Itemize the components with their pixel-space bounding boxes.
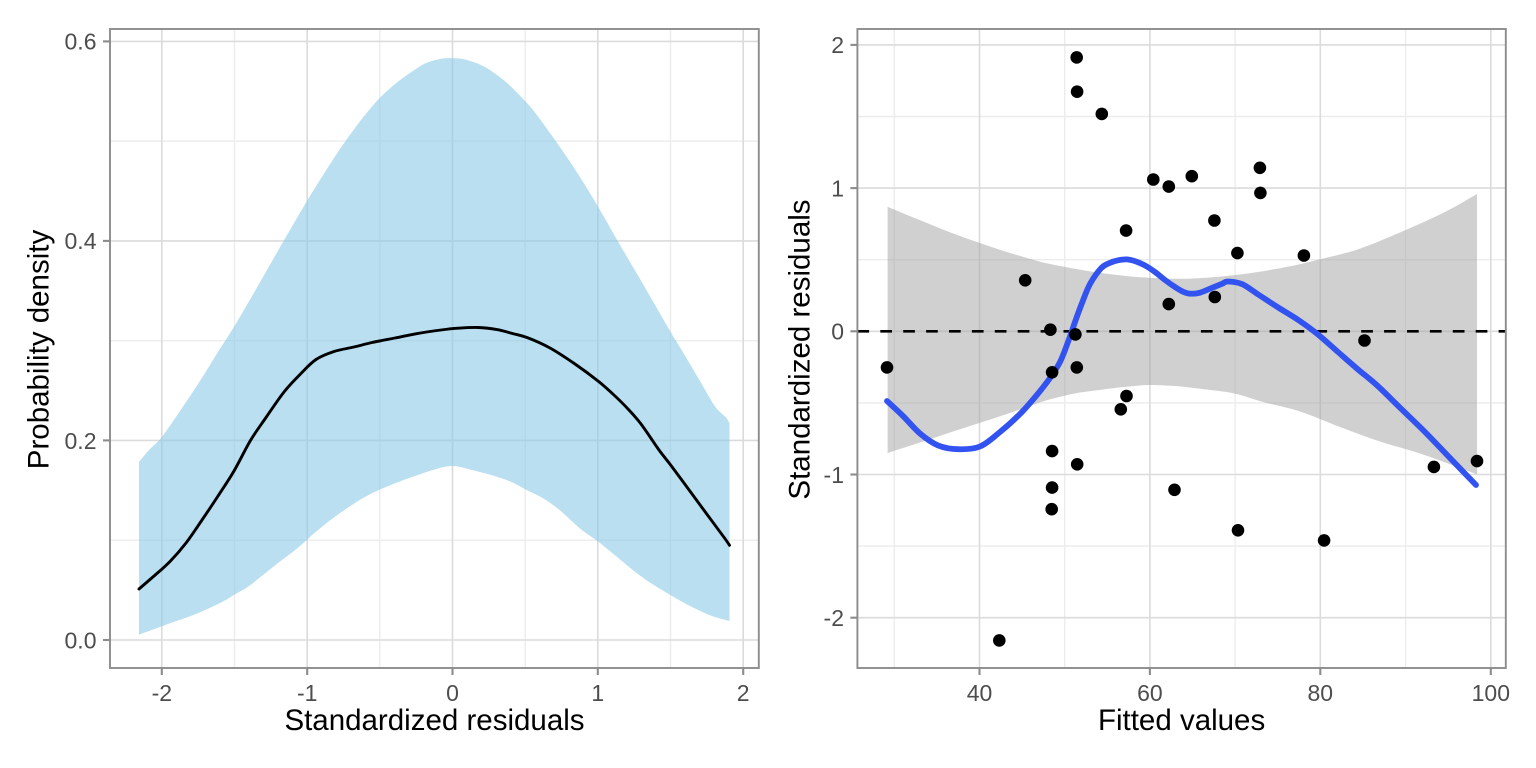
svg-text:0.0: 0.0 xyxy=(65,627,97,653)
svg-text:-1: -1 xyxy=(824,462,844,488)
svg-text:-1: -1 xyxy=(297,680,317,706)
svg-text:2: 2 xyxy=(737,680,750,706)
svg-text:100: 100 xyxy=(1472,680,1510,706)
svg-text:0: 0 xyxy=(831,319,844,345)
svg-text:Standardized residuals: Standardized residuals xyxy=(284,704,584,737)
svg-text:1: 1 xyxy=(831,175,844,201)
svg-text:0.2: 0.2 xyxy=(65,428,97,454)
svg-text:2: 2 xyxy=(831,32,844,58)
svg-text:Standardized residuals: Standardized residuals xyxy=(784,199,817,499)
svg-text:80: 80 xyxy=(1308,680,1334,706)
svg-text:-2: -2 xyxy=(152,680,172,706)
svg-text:Fitted values: Fitted values xyxy=(1098,704,1265,737)
svg-text:40: 40 xyxy=(967,680,993,706)
svg-text:0.4: 0.4 xyxy=(65,228,97,254)
svg-text:Probability density: Probability density xyxy=(23,230,56,470)
svg-text:60: 60 xyxy=(1137,680,1163,706)
svg-text:1: 1 xyxy=(591,680,604,706)
svg-text:0: 0 xyxy=(446,680,459,706)
svg-text:-2: -2 xyxy=(824,605,844,631)
svg-text:0.6: 0.6 xyxy=(65,29,97,55)
